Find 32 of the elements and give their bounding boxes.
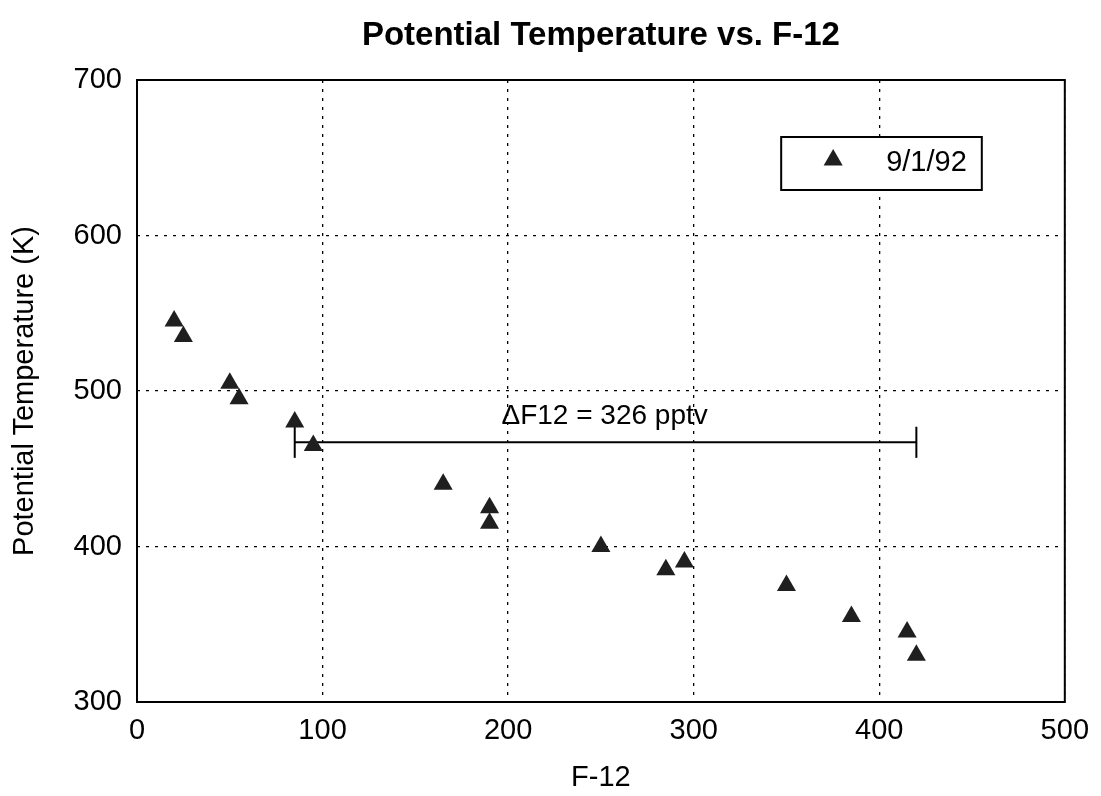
x-tick-label: 200 <box>483 713 533 746</box>
y-axis-title: Potential Temperature (K) <box>7 226 40 556</box>
chart-title: Potential Temperature vs. F-12 <box>361 15 840 53</box>
y-tick-label: 700 <box>73 62 122 94</box>
point <box>433 473 453 490</box>
legend-label: 9/1/92 <box>886 145 967 177</box>
y-tick-label: 300 <box>73 684 122 716</box>
x-tick-label: 300 <box>669 713 718 746</box>
point <box>656 558 676 576</box>
y-tick-label: 400 <box>73 528 122 561</box>
point <box>897 621 917 638</box>
point <box>591 535 611 552</box>
point <box>841 605 861 622</box>
x-axis-title: F-12 <box>571 759 631 792</box>
annotation: ΔF12 = 326 pptv <box>501 399 708 431</box>
point <box>906 644 926 661</box>
x-tick-label: 0 <box>128 713 146 746</box>
point <box>303 434 323 451</box>
x-tick-label: 100 <box>298 713 347 746</box>
point <box>229 387 249 405</box>
x-tick-label: 500 <box>1040 713 1089 746</box>
point <box>173 325 193 343</box>
point <box>480 512 500 529</box>
point <box>285 411 305 428</box>
y-tick-label: 500 <box>73 373 122 405</box>
point <box>776 574 796 591</box>
y-tick-label: 600 <box>73 217 122 250</box>
point <box>480 496 500 514</box>
point <box>164 310 184 327</box>
point <box>220 372 240 389</box>
point <box>674 551 694 568</box>
x-tick-label: 400 <box>855 713 904 746</box>
